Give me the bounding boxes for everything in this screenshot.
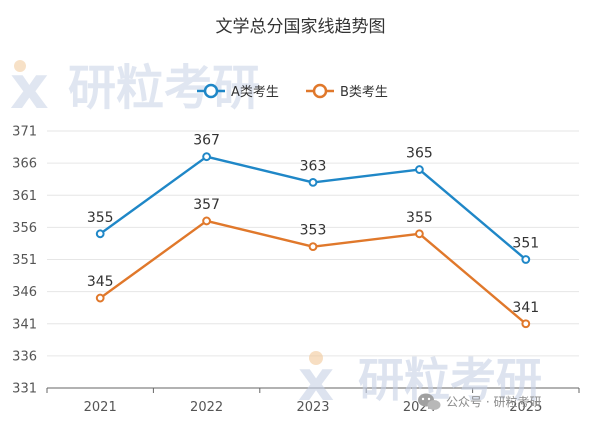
footer-handle-text: 公众号 · 研粒考研 [446, 394, 541, 409]
grid [47, 130, 579, 357]
legend-marker-a [203, 83, 219, 99]
data-label-a-2022: 367 [193, 133, 220, 149]
legend: A类考生 B类考生 [197, 83, 388, 100]
x-tick-label-2025: 2025 [509, 400, 542, 415]
data-label-b-2021: 345 [87, 274, 114, 290]
legend-item-a[interactable]: A类考生 [197, 83, 279, 100]
x-tick-label-2021: 2021 [84, 400, 117, 415]
point-b-2024[interactable] [415, 229, 424, 239]
x-tick-label-2023: 2023 [296, 400, 329, 415]
wechat-icon [418, 393, 441, 410]
y-tick-label-371: 371 [12, 125, 37, 140]
point-b-2022[interactable] [202, 216, 212, 226]
data-label-b-2024: 355 [406, 210, 433, 226]
series-layer: 355 367 363 365 351 345 357 353 355 341 [87, 133, 539, 329]
watermark-bottom-text: 研粒考研 [358, 353, 542, 407]
y-tick-label-366: 366 [12, 157, 37, 172]
y-tick-label-361: 361 [12, 189, 37, 204]
point-b-2021[interactable] [95, 293, 105, 303]
point-a-2022[interactable] [202, 152, 212, 162]
footer-handle: 公众号 · 研粒考研 [418, 393, 541, 410]
point-a-2023[interactable] [308, 178, 318, 187]
legend-label-a: A类考生 [231, 85, 279, 100]
data-label-b-2025: 341 [512, 300, 539, 316]
watermark-bottom: x 研粒考研 [298, 349, 542, 414]
data-label-a-2023: 363 [300, 158, 327, 174]
point-b-2023[interactable] [308, 242, 318, 252]
y-axis: 331 336 341 346 351 356 361 366 371 [12, 125, 37, 397]
y-tick-label-341: 341 [12, 317, 37, 332]
y-tick-label-336: 336 [12, 349, 37, 364]
point-b-2025[interactable] [521, 319, 531, 329]
legend-marker-b [312, 83, 328, 99]
watermark-bottom-dot [309, 351, 323, 365]
legend-label-b: B类考生 [340, 85, 388, 100]
watermark-top-text: 研粒考研 [68, 60, 260, 116]
x-axis: 2021 2022 2023 2024 2025 [46, 387, 580, 415]
point-a-2024[interactable] [415, 165, 424, 174]
chart-title: 文学总分国家线趋势图 [216, 17, 386, 37]
data-label-a-2025: 351 [512, 236, 539, 252]
data-label-a-2021: 355 [87, 210, 114, 226]
data-label-a-2024: 365 [406, 146, 433, 162]
data-label-b-2023: 353 [300, 223, 327, 239]
x-tick-label-2022: 2022 [190, 400, 223, 415]
point-a-2025[interactable] [521, 255, 531, 264]
watermark-top: x 研粒考研 [10, 53, 260, 123]
y-tick-label-331: 331 [12, 382, 37, 397]
y-tick-label-346: 346 [12, 285, 37, 300]
watermark-dot [14, 60, 26, 72]
y-tick-label-356: 356 [12, 221, 37, 236]
legend-item-b[interactable]: B类考生 [306, 83, 388, 100]
y-tick-label-351: 351 [12, 253, 37, 268]
data-label-b-2022: 357 [193, 197, 220, 213]
point-a-2021[interactable] [95, 229, 105, 239]
